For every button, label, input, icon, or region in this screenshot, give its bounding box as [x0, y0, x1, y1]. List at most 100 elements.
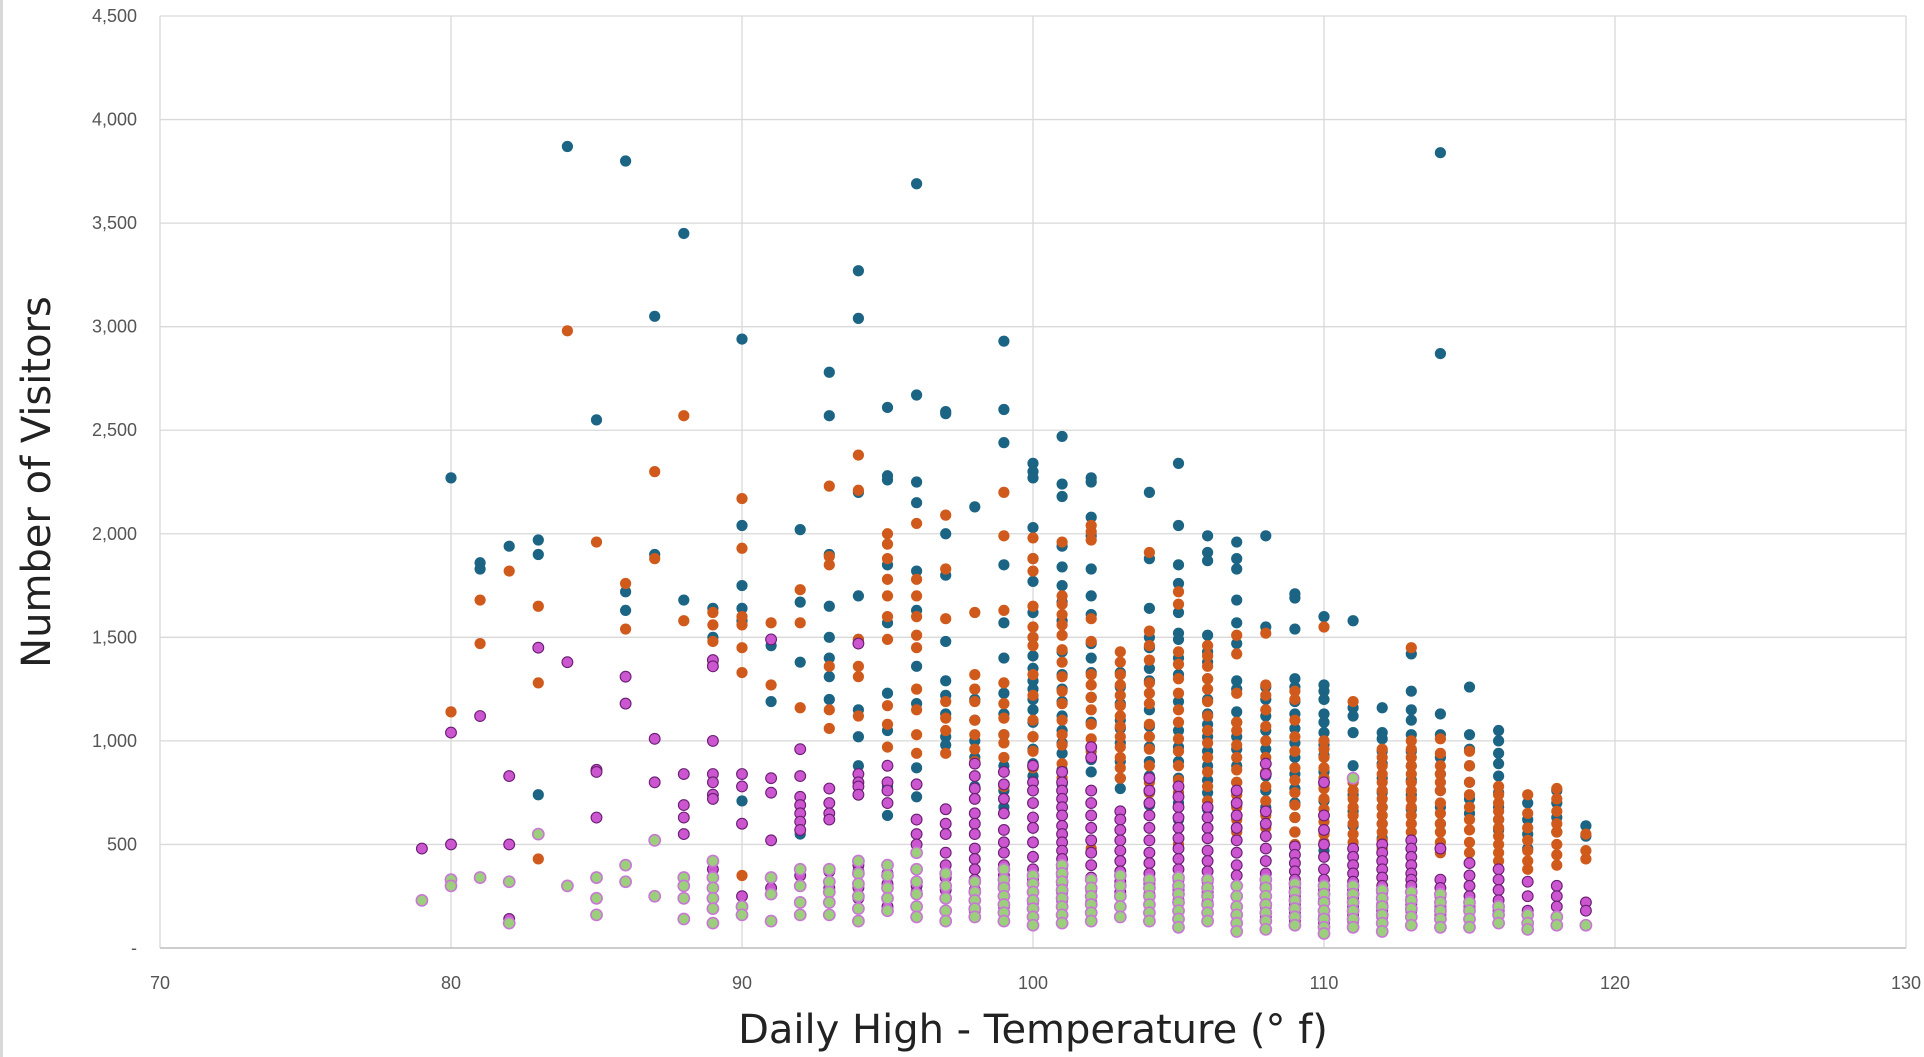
- data-point: [881, 401, 894, 414]
- data-point: [1027, 836, 1039, 849]
- data-point: [706, 792, 719, 805]
- data-point: [911, 791, 923, 803]
- data-point: [1230, 879, 1244, 893]
- data-point: [1230, 859, 1243, 872]
- data-point: [881, 718, 894, 730]
- data-point: [998, 604, 1010, 617]
- data-point: [1027, 532, 1039, 544]
- data-point: [881, 573, 894, 585]
- data-point: [1405, 704, 1417, 716]
- data-point: [911, 573, 923, 585]
- data-point: [561, 656, 574, 669]
- data-point: [1201, 811, 1214, 824]
- x-tick-label: 120: [1600, 973, 1630, 993]
- data-point: [1201, 844, 1214, 857]
- data-point: [706, 776, 719, 789]
- data-point: [1085, 679, 1097, 691]
- data-point: [881, 858, 894, 872]
- data-point: [1522, 845, 1534, 857]
- data-point: [1259, 805, 1272, 818]
- data-point: [1434, 768, 1446, 780]
- data-point: [1202, 724, 1214, 737]
- data-point: [706, 881, 720, 895]
- data-point: [1521, 875, 1534, 888]
- data-point: [1114, 855, 1127, 867]
- data-point: [765, 617, 777, 629]
- y-tick-label: 4,500: [92, 6, 137, 26]
- data-point: [1551, 838, 1563, 851]
- data-point: [736, 333, 748, 345]
- data-point: [968, 875, 982, 889]
- data-point: [1172, 695, 1185, 708]
- data-point: [1289, 811, 1301, 824]
- data-point: [940, 635, 952, 648]
- data-point: [940, 695, 952, 708]
- data-point: [823, 366, 835, 378]
- data-point: [852, 867, 865, 880]
- data-point: [1143, 743, 1155, 755]
- data-point: [1143, 809, 1156, 822]
- data-point: [910, 778, 923, 791]
- data-point: [911, 476, 923, 488]
- data-point: [765, 695, 777, 708]
- data-point: [1172, 920, 1185, 934]
- data-point: [911, 590, 923, 602]
- data-point: [1405, 818, 1417, 830]
- data-point: [677, 828, 690, 841]
- data-point: [1318, 809, 1330, 822]
- y-tick-label: 3,000: [92, 317, 137, 337]
- data-point: [1202, 766, 1214, 778]
- data-point: [998, 687, 1010, 699]
- data-point: [1318, 693, 1330, 706]
- data-point: [881, 759, 894, 772]
- data-point: [1492, 873, 1505, 886]
- data-point: [1318, 751, 1330, 764]
- data-point: [1522, 863, 1534, 875]
- data-point: [1172, 842, 1185, 855]
- data-point: [910, 846, 923, 860]
- data-point: [1056, 619, 1068, 631]
- data-point: [911, 660, 923, 672]
- data-point: [1202, 555, 1214, 567]
- data-point: [1493, 822, 1505, 834]
- data-point: [1085, 718, 1097, 730]
- data-point: [620, 586, 632, 598]
- data-point: [1055, 916, 1069, 930]
- data-point: [1172, 633, 1185, 646]
- data-point: [1434, 818, 1446, 830]
- data-point: [707, 635, 719, 648]
- data-point: [1027, 621, 1039, 633]
- data-point: [1260, 627, 1272, 639]
- series-3-points: [415, 771, 1593, 940]
- y-tick-label: 4,000: [92, 110, 137, 130]
- data-point: [940, 739, 952, 751]
- data-point: [415, 842, 428, 855]
- data-point: [1289, 685, 1301, 697]
- data-point: [998, 751, 1010, 764]
- data-point: [1172, 673, 1185, 685]
- data-point: [822, 896, 836, 909]
- data-point: [1434, 147, 1446, 159]
- data-point: [968, 807, 981, 820]
- data-point: [1289, 714, 1301, 726]
- data-point: [1056, 590, 1068, 602]
- data-point: [1463, 745, 1476, 757]
- data-point: [1230, 846, 1243, 859]
- data-point: [1347, 793, 1359, 805]
- data-point: [1579, 904, 1592, 917]
- data-point: [648, 776, 661, 789]
- data-point: [1434, 807, 1446, 819]
- data-point: [1405, 685, 1417, 697]
- data-point: [619, 875, 632, 889]
- data-point: [736, 780, 748, 793]
- data-point: [998, 737, 1010, 749]
- data-point: [502, 916, 516, 930]
- data-point: [968, 770, 981, 783]
- y-tick-label: 2,000: [92, 524, 137, 544]
- data-point: [910, 887, 923, 901]
- data-point: [997, 778, 1010, 791]
- data-point: [1114, 741, 1126, 753]
- data-point: [1202, 780, 1214, 793]
- data-point: [1376, 818, 1388, 830]
- data-point: [1318, 793, 1330, 805]
